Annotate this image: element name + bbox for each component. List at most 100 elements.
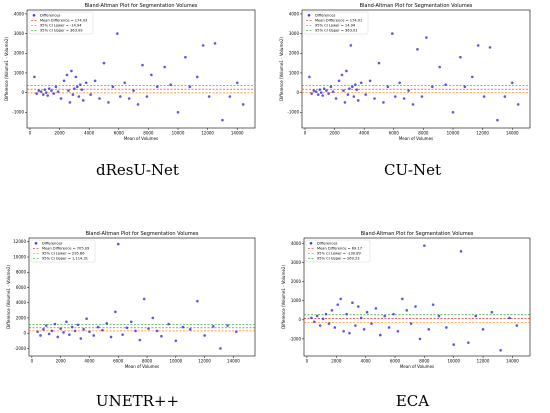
legend-entry: Differences xyxy=(42,242,63,246)
data-point xyxy=(176,110,180,114)
data-point xyxy=(354,324,357,327)
legend-entry: Mean Difference = 174.01 xyxy=(315,19,362,23)
data-point xyxy=(71,93,75,96)
data-point xyxy=(56,335,60,339)
data-point xyxy=(467,341,470,344)
x-axis-label: Mean of Volumes xyxy=(400,364,434,369)
data-point xyxy=(382,101,385,104)
data-point xyxy=(129,320,133,324)
data-point xyxy=(155,85,159,88)
data-point xyxy=(78,83,82,87)
data-point xyxy=(386,85,390,88)
data-point xyxy=(423,244,426,247)
data-point xyxy=(88,330,91,333)
legend-entry: 95% CI Lower = 14.94 xyxy=(315,24,356,28)
y-tick-label: 3000 xyxy=(291,260,302,265)
data-point xyxy=(396,329,400,333)
data-point xyxy=(70,325,74,329)
chart-cu-net: Bland-Altman Plot for Segmentation Volum… xyxy=(279,3,531,141)
data-point xyxy=(201,44,205,47)
legend-entry: 95% CI Upper = 1,114.31 xyxy=(42,257,88,261)
y-tick-label: 4000 xyxy=(291,241,302,246)
data-point xyxy=(46,94,50,97)
data-point xyxy=(188,328,192,331)
data-point xyxy=(515,324,519,327)
data-point xyxy=(44,324,48,327)
data-point xyxy=(116,32,119,35)
data-point xyxy=(125,326,129,330)
data-point xyxy=(44,91,48,94)
legend-entry: Mean Difference = 174.03 xyxy=(40,19,87,23)
data-point xyxy=(67,89,70,92)
data-point xyxy=(365,310,369,314)
data-point xyxy=(65,320,68,324)
data-point xyxy=(330,309,334,312)
y-axis-label: Difference (Volume1 - Volume2) xyxy=(279,37,284,101)
data-point xyxy=(138,338,142,342)
data-point xyxy=(207,95,211,98)
data-point xyxy=(221,118,224,122)
caption-eca: ECA xyxy=(395,392,430,410)
data-point xyxy=(345,69,348,73)
data-point xyxy=(392,312,395,316)
y-tick-label: -1000 xyxy=(12,110,24,115)
chart-title: Bland-Altman Plot for Segmentation Volum… xyxy=(86,231,199,237)
x-tick-label: 10000 xyxy=(169,359,182,364)
data-point xyxy=(402,97,406,100)
data-point xyxy=(444,83,447,87)
data-point xyxy=(234,330,238,333)
data-point xyxy=(141,63,144,67)
x-axis-label: Mean of Volumes xyxy=(124,136,158,141)
data-point xyxy=(121,333,124,336)
x-tick-label: 6000 xyxy=(113,359,124,364)
data-point xyxy=(488,46,492,49)
data-point xyxy=(81,99,85,102)
x-tick-label: 14000 xyxy=(506,359,519,364)
y-tick-label: -1000 xyxy=(287,110,299,115)
y-axis-label: Difference (Volume1 - Volume2) xyxy=(4,37,9,101)
data-point xyxy=(136,103,140,106)
data-point xyxy=(373,97,376,100)
caption-unetr-plus-plus: UNETR++ xyxy=(95,392,180,410)
data-point xyxy=(228,95,232,98)
data-point xyxy=(314,90,318,93)
data-point xyxy=(82,328,86,331)
data-point xyxy=(163,65,166,69)
data-point xyxy=(118,95,122,98)
data-point xyxy=(427,328,431,331)
data-point xyxy=(362,328,366,331)
data-point xyxy=(47,87,51,90)
chart-unetr-plus-plus: Bland-Altman Plot for Segmentation Volum… xyxy=(6,231,256,369)
x-tick-label: 12000 xyxy=(476,131,489,136)
x-tick-label: 6000 xyxy=(390,359,401,364)
legend-entry: 95% CI Lower = -130.89 xyxy=(317,252,361,256)
data-point xyxy=(391,32,394,35)
data-point xyxy=(342,329,345,333)
data-point xyxy=(315,314,319,318)
x-tick-label: 10000 xyxy=(172,131,185,136)
data-point xyxy=(430,85,434,88)
chart-drresu-net: Bland-Altman Plot for Segmentation Volum… xyxy=(4,3,256,141)
x-tick-label: 6000 xyxy=(114,131,125,136)
data-point xyxy=(37,89,41,92)
data-point xyxy=(50,89,53,92)
chart-title: Bland-Altman Plot for Segmentation Volum… xyxy=(361,231,474,237)
data-point xyxy=(70,69,73,73)
legend-entry: Differences xyxy=(317,242,338,246)
data-point xyxy=(321,94,325,97)
legend-box xyxy=(30,239,96,263)
x-tick-label: 0 xyxy=(306,359,309,364)
legend-marker-points xyxy=(34,242,38,245)
data-point xyxy=(169,83,172,87)
y-tick-label: 6000 xyxy=(16,285,27,290)
y-tick-label: 10000 xyxy=(13,254,26,259)
data-point xyxy=(312,320,316,324)
data-point xyxy=(105,321,109,325)
x-axis-label: Mean of Volumes xyxy=(399,136,433,141)
data-point xyxy=(109,335,113,339)
data-point xyxy=(79,337,83,340)
data-point xyxy=(53,322,57,326)
data-point xyxy=(401,297,404,301)
data-point xyxy=(437,314,441,318)
data-point xyxy=(337,79,341,83)
